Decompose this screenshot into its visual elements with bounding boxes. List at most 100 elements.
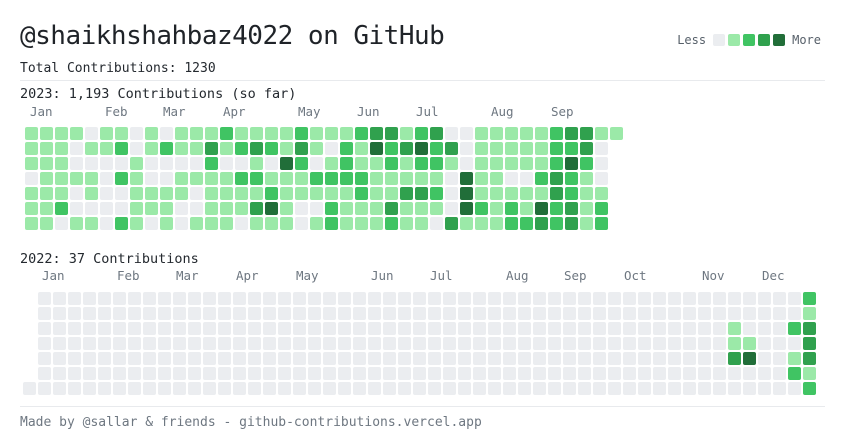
contribution-cell xyxy=(68,352,81,365)
month-label-2022-nov: Nov xyxy=(702,268,725,283)
contribution-cell xyxy=(788,382,801,395)
contribution-cell xyxy=(458,307,471,320)
month-label-2022-feb: Feb xyxy=(117,268,140,283)
contribution-cell xyxy=(428,352,441,365)
contribution-cell xyxy=(803,337,816,350)
contribution-cell xyxy=(128,382,141,395)
contribution-cell xyxy=(220,157,233,170)
contribution-cell xyxy=(773,382,786,395)
contribution-cell xyxy=(503,307,516,320)
contribution-cell xyxy=(295,172,308,185)
contribution-cell xyxy=(758,307,771,320)
contribution-cell xyxy=(248,382,261,395)
contribution-cell xyxy=(473,382,486,395)
contribution-cell xyxy=(233,307,246,320)
contribution-cell xyxy=(130,157,143,170)
contribution-cell xyxy=(280,217,293,230)
contribution-cell xyxy=(218,352,231,365)
contribution-cell xyxy=(430,142,443,155)
contribution-cell xyxy=(188,307,201,320)
contribution-cell xyxy=(113,322,126,335)
contribution-cell xyxy=(638,307,651,320)
contribution-cell xyxy=(293,352,306,365)
contribution-cell xyxy=(415,172,428,185)
contribution-cell xyxy=(385,172,398,185)
contribution-cell xyxy=(580,217,593,230)
contribution-cell xyxy=(505,142,518,155)
legend-swatches xyxy=(713,34,786,46)
contribution-cell xyxy=(98,322,111,335)
month-label-2022-aug: Aug xyxy=(506,268,529,283)
contribution-cell xyxy=(175,187,188,200)
contribution-cell xyxy=(278,322,291,335)
contribution-cell xyxy=(38,352,51,365)
contribution-cell xyxy=(728,367,741,380)
contribution-cell xyxy=(338,367,351,380)
contribution-cell xyxy=(233,367,246,380)
contribution-cell xyxy=(143,367,156,380)
contribution-cell xyxy=(250,172,263,185)
contribution-cell xyxy=(788,367,801,380)
contribution-cell xyxy=(308,292,321,305)
contribution-cell xyxy=(565,127,578,140)
contribution-cell xyxy=(278,352,291,365)
contribution-cell xyxy=(145,217,158,230)
contribution-cell xyxy=(130,187,143,200)
contribution-cell xyxy=(653,337,666,350)
contribution-cell xyxy=(475,172,488,185)
contribution-cell xyxy=(143,322,156,335)
contribution-cell xyxy=(190,157,203,170)
contribution-cell xyxy=(593,322,606,335)
contribution-cell xyxy=(430,127,443,140)
contribution-cell xyxy=(250,202,263,215)
contribution-cell xyxy=(460,142,473,155)
contribution-cell xyxy=(280,157,293,170)
contribution-cell xyxy=(385,202,398,215)
contribution-cell xyxy=(503,337,516,350)
contribution-cell xyxy=(38,337,51,350)
contribution-cell xyxy=(578,337,591,350)
contribution-cell xyxy=(580,157,593,170)
contribution-cell xyxy=(565,187,578,200)
contribution-cell xyxy=(293,367,306,380)
contribution-cell xyxy=(413,367,426,380)
contribution-cell xyxy=(100,157,113,170)
contribution-cell xyxy=(173,307,186,320)
contribution-cell xyxy=(113,367,126,380)
contribution-cell xyxy=(595,202,608,215)
month-label-2022-sep: Sep xyxy=(564,268,587,283)
contribution-cell xyxy=(145,157,158,170)
contribution-cell xyxy=(385,217,398,230)
contribution-cell xyxy=(70,142,83,155)
contribution-cell xyxy=(580,202,593,215)
contribution-cell xyxy=(55,127,68,140)
contribution-cell xyxy=(263,352,276,365)
contribution-cell xyxy=(338,322,351,335)
contribution-cell xyxy=(773,352,786,365)
contribution-cell xyxy=(788,292,801,305)
contribution-cell xyxy=(683,292,696,305)
contribution-cell xyxy=(115,157,128,170)
contribution-cell xyxy=(488,382,501,395)
contribution-cell xyxy=(158,337,171,350)
contribution-cell xyxy=(398,307,411,320)
contribution-cell xyxy=(563,382,576,395)
contribution-cell xyxy=(158,352,171,365)
contribution-cell xyxy=(683,337,696,350)
contribution-cell xyxy=(323,337,336,350)
contribution-cell xyxy=(563,292,576,305)
contribution-cell xyxy=(595,157,608,170)
contribution-cell xyxy=(85,142,98,155)
contribution-cell xyxy=(190,217,203,230)
contribution-cell xyxy=(550,187,563,200)
contribution-cell xyxy=(353,337,366,350)
contribution-cell xyxy=(788,322,801,335)
contribution-cell xyxy=(175,202,188,215)
contributions-heatmap-2023 xyxy=(25,127,625,232)
contribution-cell xyxy=(445,127,458,140)
contribution-cell xyxy=(653,352,666,365)
contribution-cell xyxy=(263,337,276,350)
contribution-cell xyxy=(488,322,501,335)
contribution-cell xyxy=(265,217,278,230)
contribution-cell xyxy=(803,367,816,380)
